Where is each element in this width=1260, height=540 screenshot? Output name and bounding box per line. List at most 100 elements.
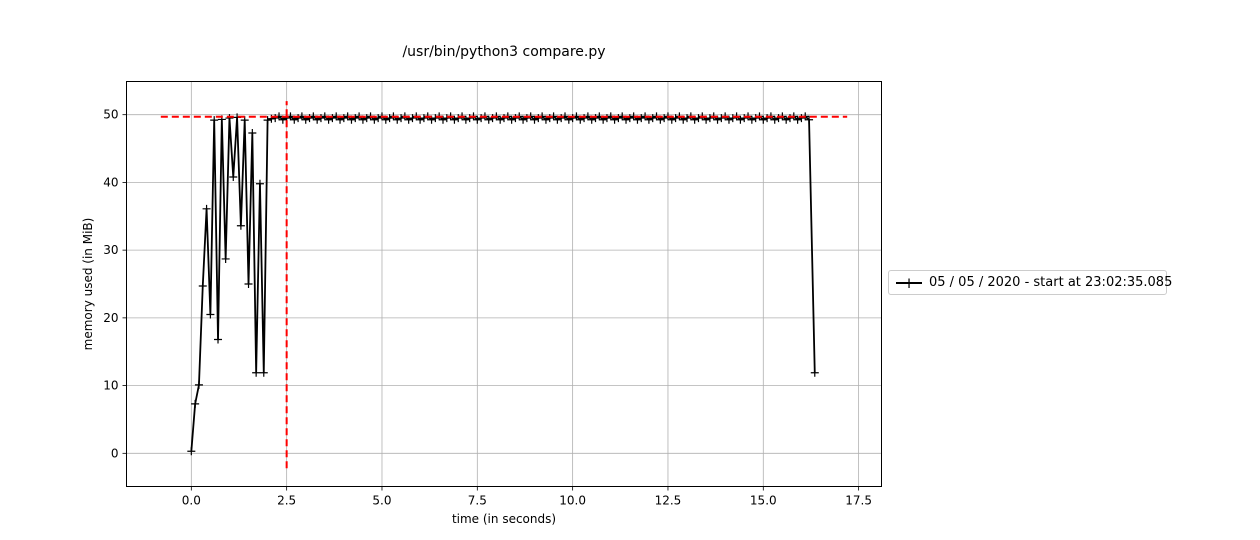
data-point-plus-marker [225,114,234,123]
data-point-plus-marker [797,114,806,123]
data-point-plus-marker [694,114,703,123]
data-point-plus-marker [461,115,470,124]
data-point-plus-marker [602,114,611,123]
data-point-plus-marker [683,114,692,123]
data-point-plus-marker [442,114,451,123]
data-point-plus-marker [221,254,230,263]
data-point-plus-marker [194,380,203,389]
data-point-plus-marker [488,114,497,123]
data-point-plus-marker [454,114,463,123]
data-point-plus-marker [500,114,508,123]
data-point-plus-marker [385,114,394,123]
data-point-plus-marker [614,114,623,123]
data-point-plus-marker [255,179,264,188]
x-tick-label: 10.0 [559,494,586,508]
data-point-plus-marker [450,115,459,124]
data-point-plus-marker [660,114,669,123]
data-point-plus-marker [374,114,383,123]
data-point-plus-marker [591,114,600,123]
grid-lines [126,81,882,487]
data-point-plus-marker [236,221,245,230]
data-point-plus-marker [305,114,314,123]
data-point-plus-marker [747,115,756,124]
data-point-plus-marker [419,114,428,123]
data-point-plus-marker [568,114,577,123]
data-point-plus-marker [263,116,272,125]
data-point-plus-marker [316,114,325,123]
x-tick-label: 12.5 [655,494,682,508]
data-point-plus-marker [202,204,211,213]
data-point-plus-marker [522,114,531,123]
data-point-plus-marker [625,114,634,123]
x-tick-label: 5.0 [372,494,391,508]
data-point-plus-marker [530,115,539,124]
legend: + 05 / 05 / 2020 - start at 23:02:35.085 [888,270,1172,295]
data-point-plus-marker [496,115,505,124]
data-point-plus-marker [671,114,680,123]
data-point-plus-marker [519,115,528,124]
data-point-plus-marker [805,115,814,124]
series-line [190,115,816,452]
data-point-plus-marker [545,114,554,123]
y-tick-label: 30 [103,243,118,257]
data-point-plus-marker [229,172,238,181]
reference-lines [160,101,848,469]
data-point-plus-marker [705,114,714,123]
data-point-plus-marker [408,114,417,123]
data-point-plus-marker [740,114,749,123]
data-point-plus-marker [252,368,261,377]
data-point-plus-marker [717,114,726,123]
data-point-plus-marker [728,114,737,123]
series-layer [187,112,819,456]
y-tick-label: 50 [103,108,118,122]
data-point-plus-marker [751,114,760,123]
data-point-plus-marker [339,114,348,123]
data-point-plus-marker [438,115,447,124]
data-point-plus-marker [484,115,493,124]
data-point-plus-marker [637,114,646,123]
data-point-plus-marker [248,128,257,137]
data-point-plus-marker [580,114,589,123]
plot-area-frame [126,81,882,487]
data-point-plus-marker [206,310,215,319]
x-tick-label: 15.0 [750,494,777,508]
data-point-plus-marker [736,115,745,124]
data-point-plus-marker [214,335,223,344]
data-point-plus-marker [259,368,268,377]
data-point-plus-marker [465,114,474,123]
data-point-plus-marker [774,114,783,123]
data-point-plus-marker [191,399,200,408]
data-point-plus-marker [187,447,196,456]
data-point-plus-marker [648,114,657,123]
data-point-plus-marker [810,368,819,377]
legend-line-swatch [896,282,922,284]
data-point-plus-marker [507,115,516,124]
data-point-plus-marker [294,114,303,123]
data-point-plus-marker [473,115,482,124]
data-point-plus-marker [724,115,733,124]
data-point-plus-marker [210,116,219,125]
data-point-plus-marker [793,115,802,124]
x-tick-label: 0.0 [182,494,201,508]
data-point-plus-marker [397,114,406,123]
data-point-plus-marker [362,114,371,123]
data-point-plus-marker [328,114,337,123]
data-point-plus-marker [351,114,360,123]
chart-title: /usr/bin/python3 compare.py [402,44,605,60]
data-point-plus-marker [763,114,772,123]
data-point-plus-marker [782,115,791,124]
data-point-plus-marker [770,115,779,124]
y-tick-label: 0 [111,446,119,460]
data-point-plus-marker [271,114,280,123]
data-point-plus-marker [244,280,253,288]
data-point-plus-marker [534,114,543,123]
y-tick-label: 20 [103,311,118,325]
x-tick-label: 17.5 [845,494,872,508]
y-axis-label: memory used (in MiB) [81,218,95,351]
data-point-plus-marker [557,114,566,123]
axis-ticks: 0.0 2.5 5.0 7.5 10.0 12.5 15.0 17.5 0 10 20 30 40 50 [103,108,872,508]
legend-series-label: 05 / 05 / 2020 - start at 23:02:35.085 [929,275,1173,290]
data-point-plus-marker [431,114,440,123]
legend-plus-marker-icon: + [902,274,916,292]
x-tick-label: 2.5 [277,494,296,508]
